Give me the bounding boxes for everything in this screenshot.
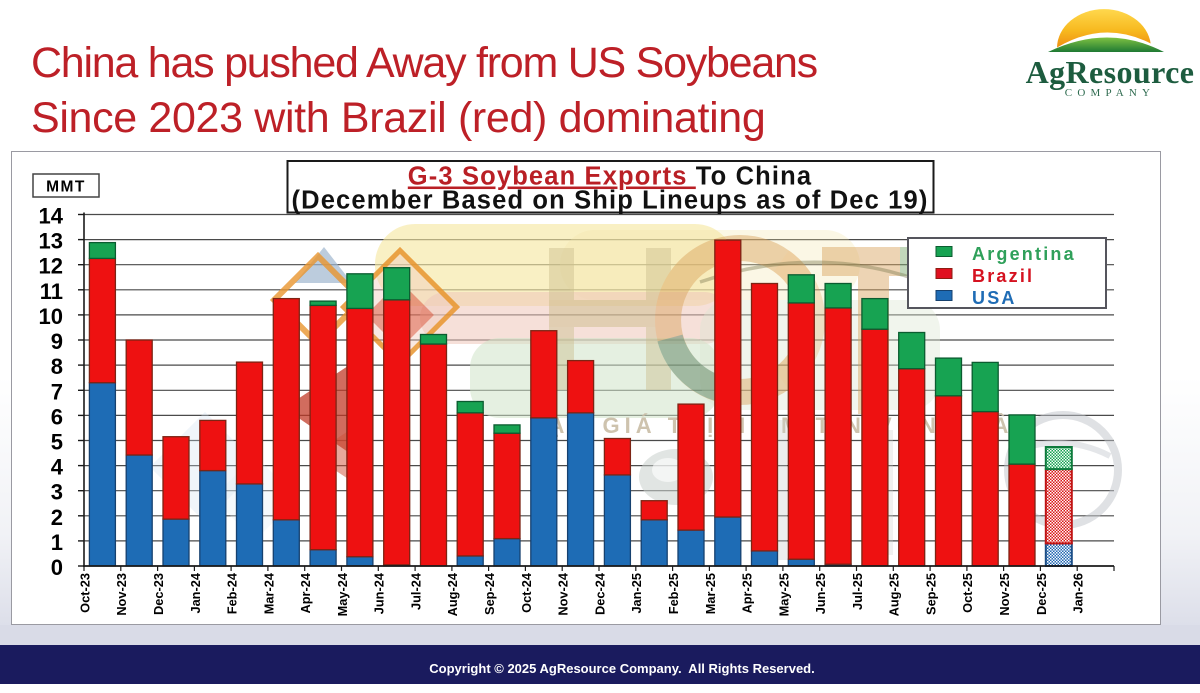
svg-text:4: 4 [51, 455, 64, 480]
svg-text:May-24: May-24 [335, 572, 350, 616]
svg-text:Sep-24: Sep-24 [482, 572, 497, 615]
svg-text:2: 2 [51, 505, 63, 530]
svg-text:Nov-24: Nov-24 [556, 572, 571, 616]
svg-text:10: 10 [39, 304, 63, 329]
svg-text:Oct-24: Oct-24 [519, 572, 534, 613]
svg-text:7: 7 [51, 379, 63, 404]
svg-text:13: 13 [39, 229, 63, 254]
svg-text:Argentina: Argentina [972, 244, 1076, 264]
svg-text:Nov-23: Nov-23 [114, 573, 129, 616]
svg-text:Nov-25: Nov-25 [997, 573, 1012, 616]
svg-text:Jun-24: Jun-24 [372, 572, 387, 614]
svg-text:Mar-25: Mar-25 [703, 573, 718, 614]
svg-text:Jun-25: Jun-25 [813, 573, 828, 614]
svg-text:3: 3 [51, 480, 63, 505]
svg-text:COMPANY: COMPANY [1065, 87, 1155, 99]
svg-text:Mar-24: Mar-24 [261, 572, 276, 614]
svg-text:11: 11 [40, 279, 63, 304]
svg-text:12: 12 [39, 254, 63, 279]
svg-text:Jul-25: Jul-25 [850, 573, 865, 610]
svg-text:Dec-25: Dec-25 [1034, 573, 1049, 615]
svg-text:USA: USA [972, 288, 1017, 308]
svg-text:Dec-24: Dec-24 [592, 572, 607, 615]
svg-text:Feb-24: Feb-24 [225, 572, 240, 614]
svg-text:14: 14 [39, 204, 64, 229]
svg-text:9: 9 [51, 329, 63, 354]
svg-text:Feb-25: Feb-25 [666, 573, 681, 614]
svg-text:Oct-23: Oct-23 [77, 573, 92, 613]
svg-text:Sep-25: Sep-25 [924, 573, 939, 615]
svg-text:AgResource: AgResource [1026, 54, 1195, 90]
svg-text:Aug-25: Aug-25 [887, 573, 902, 616]
svg-text:Jul-24: Jul-24 [409, 572, 424, 610]
svg-text:(December Based on Ship Lineup: (December Based on Ship Lineups as of De… [292, 187, 929, 215]
svg-text:May-25: May-25 [776, 573, 791, 616]
svg-text:Brazil: Brazil [972, 266, 1034, 286]
svg-text:6: 6 [51, 404, 63, 429]
svg-text:Apr-25: Apr-25 [740, 573, 755, 614]
svg-text:Jan-26: Jan-26 [1071, 573, 1086, 614]
svg-text:0: 0 [51, 555, 63, 580]
svg-text:1: 1 [51, 530, 63, 555]
svg-text:Aug-24: Aug-24 [445, 572, 460, 616]
svg-text:Jan-24: Jan-24 [188, 572, 203, 613]
svg-text:5: 5 [51, 430, 63, 455]
svg-text:8: 8 [51, 354, 63, 379]
svg-text:G-3 Soybean Exports To China: G-3 Soybean Exports To China [408, 163, 812, 191]
svg-text:Oct-25: Oct-25 [960, 573, 975, 613]
svg-text:MMT: MMT [46, 179, 86, 196]
svg-text:Apr-24: Apr-24 [298, 572, 313, 613]
svg-text:Dec-23: Dec-23 [151, 573, 166, 615]
svg-text:Jan-25: Jan-25 [629, 573, 644, 614]
